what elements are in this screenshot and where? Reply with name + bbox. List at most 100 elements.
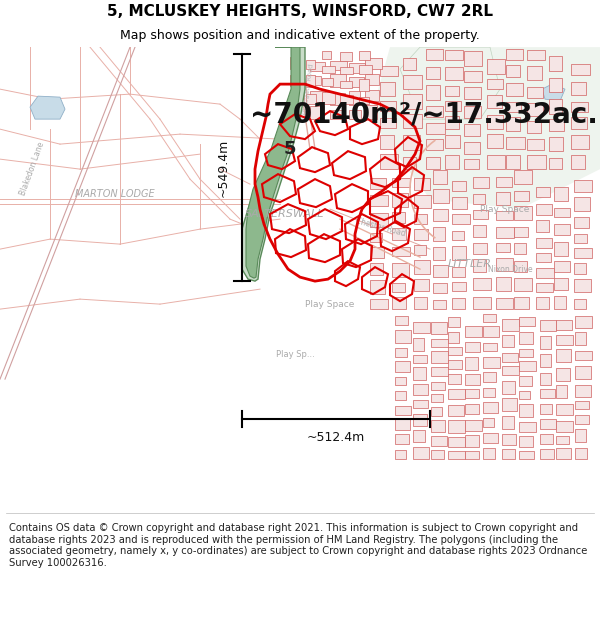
Bar	[514, 191, 529, 201]
Bar	[395, 348, 407, 357]
Bar	[431, 394, 443, 402]
Bar	[448, 347, 462, 355]
Bar	[554, 261, 570, 272]
Bar	[483, 357, 500, 368]
Bar	[465, 420, 482, 431]
Bar	[540, 373, 551, 385]
Polygon shape	[30, 96, 65, 119]
Bar	[395, 419, 410, 430]
Bar	[452, 282, 466, 291]
Bar	[426, 85, 440, 100]
Bar	[349, 91, 360, 105]
Bar	[575, 332, 586, 345]
Bar	[540, 434, 553, 444]
Bar	[330, 74, 346, 87]
Bar	[414, 178, 430, 190]
Text: ~70140m²/~17.332ac.: ~70140m²/~17.332ac.	[250, 100, 598, 128]
Bar	[506, 155, 520, 169]
Bar	[519, 391, 530, 399]
Bar	[403, 157, 416, 169]
Bar	[473, 225, 486, 237]
Bar	[370, 299, 388, 309]
Bar	[519, 332, 533, 344]
Bar	[395, 316, 408, 325]
Bar	[433, 283, 447, 293]
Polygon shape	[242, 47, 305, 281]
Bar	[431, 382, 445, 390]
Bar	[527, 66, 542, 80]
Text: Chester Road: Chester Road	[354, 216, 406, 238]
Bar	[571, 82, 586, 95]
Bar	[473, 243, 487, 254]
Bar	[556, 320, 572, 330]
Bar	[554, 296, 566, 309]
Bar	[365, 74, 379, 85]
Bar	[496, 298, 513, 309]
Bar	[414, 260, 430, 274]
Bar	[380, 66, 398, 76]
Text: Contains OS data © Crown copyright and database right 2021. This information is : Contains OS data © Crown copyright and d…	[9, 523, 587, 568]
Bar	[452, 267, 465, 277]
Bar	[290, 93, 304, 104]
Bar	[554, 208, 570, 217]
Bar	[540, 336, 551, 349]
Bar	[448, 389, 465, 399]
Bar	[395, 406, 411, 415]
Bar	[395, 434, 409, 444]
Bar	[426, 67, 440, 79]
Bar	[536, 204, 552, 215]
Bar	[426, 157, 440, 169]
Bar	[536, 283, 553, 292]
Bar	[395, 377, 406, 385]
Bar	[483, 343, 497, 351]
Bar	[414, 214, 427, 224]
Bar	[514, 278, 532, 291]
Bar	[487, 59, 505, 74]
Bar	[330, 61, 347, 70]
Bar	[496, 192, 510, 205]
Bar	[431, 339, 448, 347]
Bar	[527, 50, 545, 60]
Polygon shape	[542, 84, 565, 101]
Bar	[465, 404, 479, 414]
Bar	[433, 189, 449, 203]
Bar	[540, 389, 555, 398]
Bar	[431, 420, 445, 432]
Bar	[413, 430, 425, 442]
Bar	[452, 231, 464, 240]
Bar	[496, 177, 512, 187]
Bar	[571, 102, 588, 112]
Bar	[306, 94, 316, 104]
Bar	[359, 79, 369, 91]
Bar	[556, 349, 571, 362]
Bar	[536, 268, 554, 278]
Bar	[536, 253, 551, 262]
Bar	[310, 106, 324, 119]
Bar	[310, 62, 325, 71]
Bar	[574, 197, 590, 211]
Bar	[464, 87, 481, 99]
Bar	[322, 66, 335, 73]
Bar	[448, 360, 462, 369]
Bar	[575, 351, 592, 360]
Text: Nixon Drive: Nixon Drive	[488, 264, 532, 274]
Bar	[554, 242, 568, 256]
Bar	[464, 124, 480, 136]
Bar	[380, 135, 394, 149]
Bar	[414, 297, 427, 309]
Bar	[571, 155, 585, 169]
Bar	[290, 57, 300, 69]
Bar	[540, 419, 556, 429]
Bar	[359, 65, 372, 74]
Bar	[340, 81, 352, 88]
Bar	[536, 220, 549, 232]
Bar	[392, 228, 406, 240]
Bar	[554, 278, 568, 290]
Bar	[322, 78, 333, 86]
Text: Play Sp...: Play Sp...	[275, 349, 314, 359]
Bar	[519, 436, 533, 447]
Text: MARTON LODGE: MARTON LODGE	[75, 189, 155, 199]
Bar	[487, 134, 503, 148]
Bar	[365, 58, 382, 69]
Bar	[519, 376, 532, 386]
